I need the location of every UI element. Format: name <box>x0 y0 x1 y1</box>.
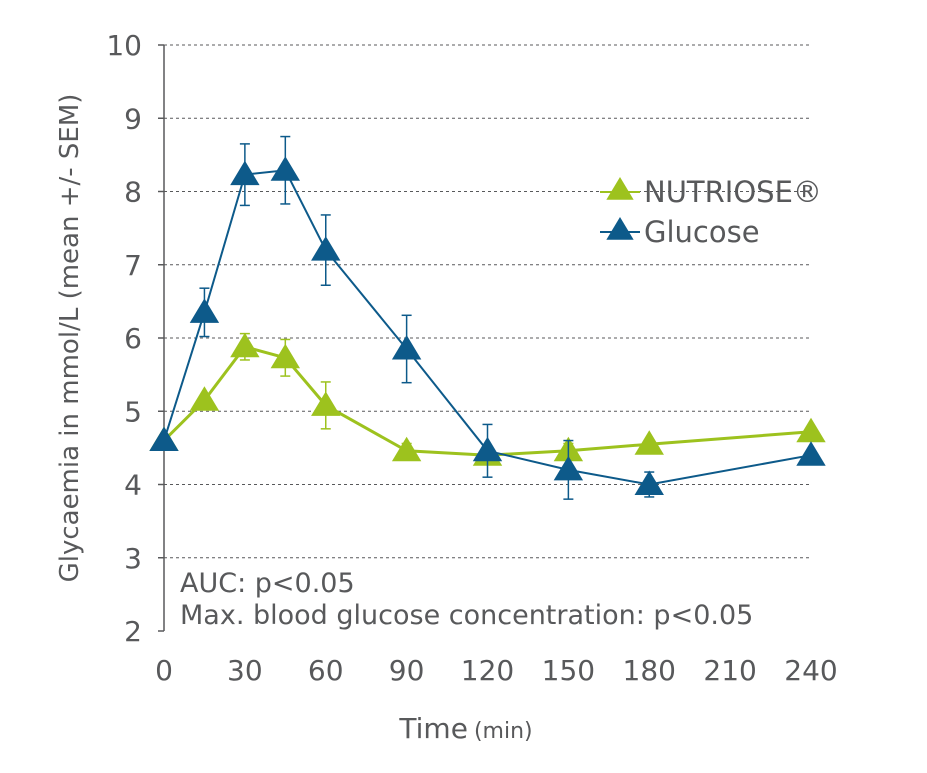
data-point-marker <box>149 426 179 452</box>
data-point-marker <box>796 441 826 466</box>
y-tick-label: 6 <box>124 322 142 355</box>
data-point-marker <box>230 332 260 358</box>
x-tick-label: 210 <box>703 654 756 687</box>
data-point-marker <box>230 160 260 186</box>
data-point-marker <box>634 470 664 495</box>
x-tick-label: 150 <box>542 654 595 687</box>
legend-label: Glucose <box>644 215 760 249</box>
y-tick-label: 10 <box>106 29 142 62</box>
data-point-marker <box>311 391 341 416</box>
x-tick-label: 120 <box>461 654 514 687</box>
grid-lines <box>164 44 811 559</box>
y-axis-label: Glycaemia in mmol/L (mean +/- SEM) <box>55 94 85 583</box>
legend: NUTRIOSE® Glucose <box>600 175 822 249</box>
x-tick-label: 60 <box>308 654 344 687</box>
data-point-marker <box>189 298 220 323</box>
x-axis-label-main: Time <box>398 712 468 745</box>
y-tick-label: 9 <box>124 102 142 135</box>
data-point-marker <box>270 343 301 369</box>
data-point-marker <box>634 430 664 455</box>
data-point-marker <box>311 236 341 261</box>
y-tick-label: 3 <box>124 542 142 575</box>
data-point-marker <box>391 334 422 360</box>
legend-marker <box>606 217 634 240</box>
series-group <box>149 135 826 500</box>
x-tick-label: 0 <box>155 654 173 687</box>
x-axis-label: Time (min) <box>398 712 532 745</box>
y-tick-label: 4 <box>124 469 142 502</box>
legend-label: NUTRIOSE® <box>644 175 822 209</box>
y-tick-label: 2 <box>124 615 142 648</box>
data-point-marker <box>472 436 503 462</box>
data-point-marker <box>189 386 220 411</box>
y-tick-label: 5 <box>124 395 142 428</box>
series-line <box>162 345 812 457</box>
x-tick-label: 30 <box>227 654 263 687</box>
x-axis-label-unit: (min) <box>474 719 533 744</box>
annotation-max-glucose: Max. blood glucose concentration: p<0.05 <box>180 600 753 631</box>
data-point-marker <box>391 436 422 462</box>
x-tick-labels: 0 30 60 90 120 150 180 210 240 <box>155 654 838 687</box>
y-tick-label: 7 <box>124 249 142 282</box>
legend-marker <box>606 177 634 200</box>
x-tick-label: 180 <box>623 654 676 687</box>
data-point-marker <box>796 417 826 443</box>
series-line <box>163 169 812 486</box>
y-tick-label: 8 <box>124 176 142 209</box>
y-tick-labels: 2 3 4 5 6 7 8 9 10 <box>106 29 164 648</box>
x-tick-label: 240 <box>784 654 837 687</box>
data-point-marker <box>270 156 301 181</box>
series-glucose <box>149 135 826 500</box>
x-tick-label: 90 <box>389 654 425 687</box>
data-point-marker <box>553 455 584 481</box>
annotation-auc: AUC: p<0.05 <box>180 568 355 599</box>
